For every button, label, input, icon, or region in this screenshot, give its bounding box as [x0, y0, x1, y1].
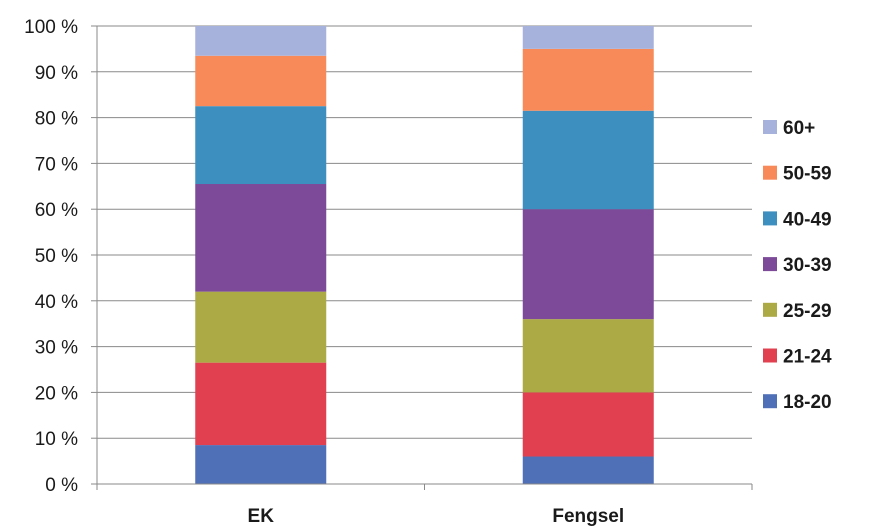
y-tick-label: 60 % — [35, 200, 78, 221]
x-axis-categories: EK Fengsel — [248, 506, 625, 527]
y-tick-label: 0 % — [45, 475, 78, 496]
legend: 60+ 50-59 40-49 30-39 25-29 21-24 18-20 — [763, 118, 832, 413]
bar-segment-fengsel-18-20 — [522, 456, 654, 484]
bar-segment-ek-30-39 — [195, 184, 327, 292]
bar-segment-fengsel-50-59 — [522, 48, 654, 111]
legend-label: 21-24 — [783, 347, 832, 368]
bar-segment-fengsel-30-39 — [522, 209, 654, 320]
bar-segment-fengsel-21-24 — [522, 392, 654, 457]
legend-swatch — [763, 348, 777, 363]
y-tick-label: 80 % — [35, 109, 78, 130]
legend-label: 30-39 — [783, 255, 832, 276]
axes — [91, 25, 753, 490]
y-tick-label: 10 % — [35, 429, 78, 450]
bar-segment-ek-60+ — [195, 26, 327, 56]
y-tick-label: 100 % — [24, 17, 78, 38]
legend-swatch — [763, 302, 777, 317]
y-tick-label: 90 % — [35, 63, 78, 84]
y-tick-label: 20 % — [35, 383, 78, 404]
bar-segment-fengsel-60+ — [522, 26, 654, 49]
legend-label: 60+ — [783, 118, 815, 139]
bar-segment-fengsel-40-49 — [522, 110, 654, 210]
y-tick-label: 70 % — [35, 154, 78, 175]
legend-label: 50-59 — [783, 164, 832, 185]
y-tick-label: 40 % — [35, 292, 78, 313]
bar-segment-fengsel-25-29 — [522, 319, 654, 393]
legend-label: 18-20 — [783, 392, 832, 413]
bar-segment-ek-18-20 — [195, 445, 327, 484]
bar-segment-ek-50-59 — [195, 55, 327, 107]
legend-label: 40-49 — [783, 209, 832, 230]
legend-swatch — [763, 165, 777, 180]
bar-segment-ek-25-29 — [195, 291, 327, 363]
x-category-label: EK — [248, 506, 275, 527]
y-tick-label: 50 % — [35, 246, 78, 267]
bar-segment-ek-21-24 — [195, 362, 327, 446]
y-axis-ticks: 0 % 10 % 20 % 30 % 40 % 50 % 60 % 70 % 80 % 90 % 1… — [24, 17, 78, 496]
legend-swatch — [763, 211, 777, 226]
legend-swatch — [763, 257, 777, 272]
x-category-label: Fengsel — [552, 506, 624, 527]
legend-swatch — [763, 120, 777, 134]
bars — [195, 26, 654, 484]
y-tick-label: 30 % — [35, 338, 78, 359]
legend-label: 25-29 — [783, 301, 832, 322]
legend-swatch — [763, 394, 777, 409]
bar-segment-ek-40-49 — [195, 106, 327, 185]
